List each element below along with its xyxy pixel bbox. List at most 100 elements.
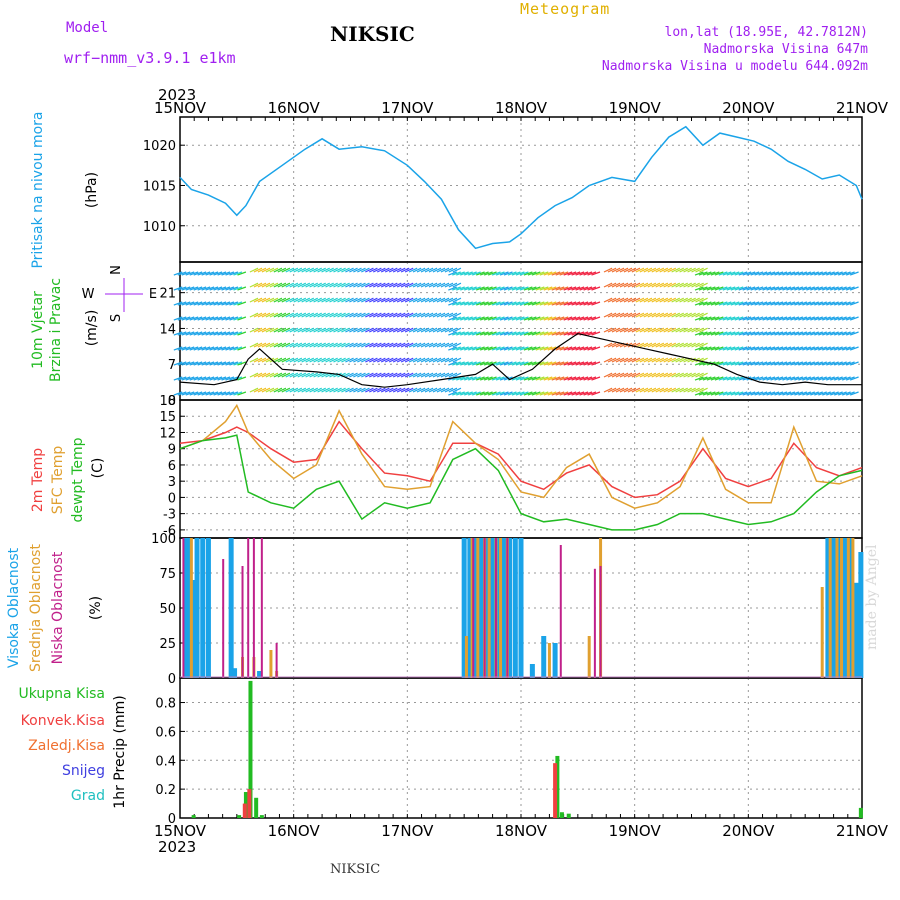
wind-barb (507, 391, 517, 396)
wind-barb (369, 387, 378, 393)
wind-barb (233, 331, 243, 336)
wind-barb (181, 331, 191, 336)
wind-barb (201, 316, 211, 321)
wind-barb (261, 297, 271, 303)
wind-barb (667, 327, 677, 333)
wind-barb (193, 331, 203, 336)
wind-barb (329, 297, 338, 303)
wind-barb (253, 297, 263, 303)
wind-barb (774, 376, 784, 381)
wind-barb (667, 372, 677, 378)
wind-barb (683, 312, 692, 318)
wind-barb (603, 282, 613, 288)
wind-barb (694, 361, 704, 366)
wind-barb (503, 346, 513, 351)
wind-barb (185, 316, 195, 321)
wind-barb (694, 316, 704, 321)
wind-barb (225, 271, 235, 276)
wind-barb (814, 301, 823, 306)
wind-barb (265, 267, 275, 273)
wind-barb (623, 267, 633, 273)
wind-barb (392, 372, 402, 378)
wind-barb (714, 316, 724, 321)
wind-barb (507, 331, 517, 336)
wind-barb (229, 391, 239, 396)
wind-barb (361, 387, 370, 393)
wind-barb (380, 372, 390, 378)
wind-barb (237, 271, 247, 276)
wind-barb (655, 357, 665, 363)
wind-barb (786, 331, 796, 336)
wind-barb (607, 342, 617, 348)
wind-barb (412, 327, 422, 333)
wind-barb (325, 387, 334, 393)
wind-barb (615, 312, 625, 318)
wind-barb (281, 282, 291, 288)
wind-barb (177, 316, 187, 321)
wind-barb (687, 372, 696, 378)
wind-barb (464, 391, 473, 396)
wind-barb (357, 372, 366, 378)
wind-barb (754, 346, 764, 351)
wind-barb (384, 312, 394, 318)
wind-barb (671, 267, 681, 273)
wind-barb (675, 312, 684, 318)
wind-barb (404, 297, 414, 303)
wind-barb (691, 327, 700, 333)
wind-barb (643, 372, 653, 378)
wind-barb (659, 327, 669, 333)
wind-barb (758, 331, 768, 336)
wind-barb (269, 387, 279, 393)
wind-barb (448, 346, 457, 351)
wind-barb (702, 391, 712, 396)
wind-barb (559, 301, 569, 306)
wind-barb (475, 286, 485, 291)
wind-barb (456, 376, 465, 381)
wind-barb (774, 286, 784, 291)
wind-barb (448, 391, 457, 396)
wind-barb (702, 346, 712, 351)
wind-barb (818, 271, 827, 276)
wind-barb (726, 346, 736, 351)
wind-barb (535, 301, 545, 306)
wind-barb (841, 316, 851, 321)
wind-barb (639, 327, 649, 333)
wind-barb (587, 316, 597, 321)
wind-barb (201, 391, 211, 396)
y-tick-label: 0.2 (155, 783, 176, 798)
wind-barb (734, 331, 744, 336)
wind-barb (527, 346, 537, 351)
wind-barb (468, 331, 477, 336)
wind-barb (317, 387, 326, 393)
precip-bar-0 (559, 812, 564, 818)
wind-barb (341, 297, 350, 303)
wind-barb (372, 387, 382, 393)
wind-barb (297, 282, 307, 288)
wind-barb (671, 357, 681, 363)
wind-barb (285, 372, 295, 378)
wind-barb (495, 331, 505, 336)
wind-barb (444, 372, 454, 378)
wind-barb (221, 376, 231, 381)
x-tick-label-bottom: 19NOV (609, 822, 662, 840)
wind-barb (571, 316, 581, 321)
wind-barb (786, 376, 796, 381)
wind-barb (722, 301, 732, 306)
wind-barb (527, 301, 537, 306)
wind-barb (635, 357, 645, 363)
wind-barb (575, 346, 585, 351)
wind-barb (193, 391, 203, 396)
wind-barb (515, 376, 525, 381)
wind-barb (369, 372, 378, 378)
wind-barb (706, 391, 716, 396)
wind-barb (826, 301, 835, 306)
wind-barb (714, 301, 724, 306)
wind-barb (679, 342, 688, 348)
wind-barb (845, 361, 855, 366)
wind-barb (376, 342, 386, 348)
wind-barb (659, 267, 669, 273)
wind-barb (297, 357, 307, 363)
cloud-bar-0 (191, 580, 197, 678)
wind-barb (221, 361, 231, 366)
wind-barb (305, 387, 315, 393)
